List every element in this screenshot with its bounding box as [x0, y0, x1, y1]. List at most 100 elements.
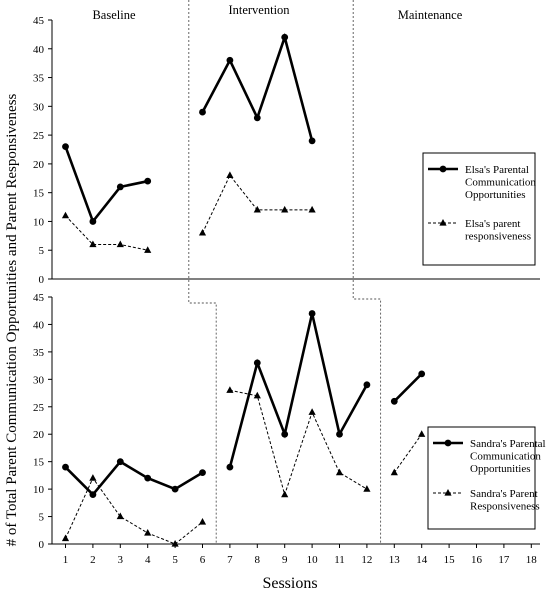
- series-line-opportunities: [64, 460, 204, 497]
- data-point-circle: [253, 114, 261, 122]
- phase-label-maintenance: Maintenance: [398, 8, 463, 22]
- y-tick-label: 25: [33, 402, 45, 414]
- x-tick-label: 7: [227, 554, 233, 566]
- data-point-triangle: [171, 540, 179, 547]
- data-point-triangle: [308, 408, 316, 415]
- data-point-circle: [253, 359, 261, 367]
- y-tick-label: 0: [39, 274, 45, 286]
- data-point-triangle: [308, 205, 316, 213]
- y-tick-label: 20: [33, 429, 45, 441]
- legend-marker-circle: [439, 165, 447, 173]
- series-line-responsiveness: [229, 389, 368, 497]
- x-tick-label: 15: [444, 554, 456, 566]
- data-point-circle: [226, 56, 234, 64]
- legend-marker-triangle: [439, 219, 447, 226]
- phase-label-baseline: Baseline: [92, 8, 135, 22]
- data-point-triangle: [253, 391, 261, 399]
- data-point-circle: [144, 177, 152, 185]
- data-point-triangle: [61, 534, 70, 542]
- data-point-circle: [199, 108, 206, 116]
- x-tick-label: 8: [255, 554, 261, 566]
- legend-marker-triangle: [444, 489, 452, 496]
- legend-entry-label: Elsa's parent responsiveness: [465, 218, 531, 243]
- y-tick-label: 15: [33, 188, 45, 200]
- data-point-circle: [116, 183, 124, 191]
- data-point-circle: [116, 458, 124, 466]
- data-point-triangle: [198, 228, 207, 236]
- data-point-triangle: [89, 474, 97, 481]
- x-tick-label: 14: [416, 554, 428, 566]
- y-tick-label: 40: [33, 319, 45, 331]
- y-axis-title: # of Total Parent Communication Opportun…: [4, 93, 20, 546]
- data-point-circle: [89, 491, 97, 498]
- y-tick-label: 5: [39, 245, 45, 257]
- phase-change-lines: [188, 0, 382, 544]
- x-tick-label: 12: [361, 554, 372, 566]
- data-point-triangle: [281, 205, 289, 213]
- data-point-triangle: [226, 171, 234, 178]
- series-line-responsiveness: [65, 215, 148, 251]
- data-point-circle: [363, 381, 371, 389]
- data-point-triangle: [281, 490, 289, 498]
- y-tick-label: 20: [33, 159, 45, 171]
- data-point-triangle: [390, 468, 398, 476]
- x-tick-label: 6: [200, 554, 206, 566]
- legend-layer: Elsa's Parental Communication Opportunitie…: [422, 152, 546, 530]
- x-tick-label: 18: [526, 554, 538, 566]
- y-tick-label: 25: [33, 130, 45, 142]
- phase-line-intervention-maintenance: [352, 0, 382, 544]
- y-tick-label: 10: [33, 216, 45, 228]
- series-layer: [61, 32, 426, 547]
- series-line-responsiveness: [65, 477, 203, 545]
- data-point-circle: [390, 397, 398, 405]
- data-point-triangle: [116, 512, 124, 520]
- data-point-circle: [62, 463, 69, 471]
- data-point-circle: [144, 474, 152, 482]
- phase-line-baseline-intervention: [188, 0, 217, 544]
- y-tick-label: 30: [33, 374, 45, 386]
- y-tick-label: 30: [33, 101, 45, 113]
- legend-entry-label: Sandra's Parental Communication Opportunit…: [470, 438, 546, 475]
- data-point-circle: [62, 143, 69, 151]
- data-point-triangle: [89, 240, 97, 248]
- x-tick-label: 11: [334, 554, 345, 566]
- data-point-circle: [281, 33, 289, 41]
- data-point-circle: [418, 370, 426, 378]
- y-tick-label: 45: [33, 15, 45, 27]
- data-point-circle: [308, 310, 316, 317]
- x-tick-label: 10: [307, 554, 319, 566]
- y-tick-label: 45: [33, 292, 45, 304]
- data-point-circle: [336, 430, 343, 438]
- y-tick-label: 5: [39, 512, 45, 524]
- y-tick-label: 15: [33, 457, 45, 469]
- y-tick-label: 35: [33, 73, 45, 85]
- y-tick-label: 0: [39, 539, 45, 551]
- legend-entry-label: Elsa's Parental Communication Opportunitie…: [465, 164, 536, 201]
- data-point-circle: [89, 218, 97, 225]
- series-line-responsiveness: [202, 174, 313, 234]
- series-line-opportunities: [228, 313, 369, 468]
- x-tick-label: 2: [90, 554, 96, 566]
- x-axis-title: Sessions: [262, 575, 317, 592]
- phase-label-intervention: Intervention: [228, 3, 290, 17]
- x-tick-label: 16: [471, 554, 483, 566]
- data-point-triangle: [363, 485, 371, 492]
- x-tick-label: 5: [172, 554, 178, 566]
- y-tick-label: 40: [33, 44, 45, 56]
- y-tick-label: 10: [33, 484, 45, 496]
- series-line-opportunities: [201, 32, 314, 142]
- x-tick-label: 9: [282, 554, 288, 566]
- data-point-triangle: [418, 430, 426, 437]
- y-tick-label: 35: [33, 347, 45, 359]
- data-point-triangle: [144, 246, 152, 253]
- x-tick-label: 3: [118, 554, 124, 566]
- data-point-circle: [199, 469, 206, 477]
- x-tick-label: 13: [389, 554, 401, 566]
- data-point-triangle: [61, 211, 70, 219]
- data-point-circle: [281, 430, 289, 438]
- x-tick-label: 17: [498, 554, 510, 566]
- series-line-responsiveness: [393, 433, 423, 473]
- data-point-triangle: [335, 468, 344, 476]
